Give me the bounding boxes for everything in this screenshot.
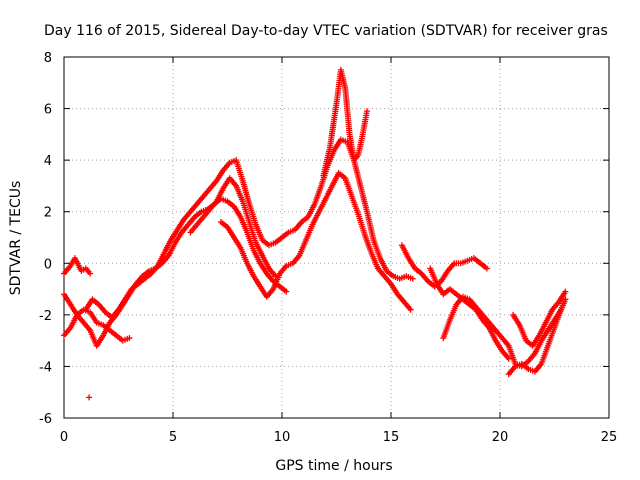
x-axis-title: GPS time / hours — [275, 458, 392, 474]
data-points — [61, 66, 569, 401]
data-point — [364, 108, 371, 115]
x-tick-label: 0 — [60, 430, 68, 445]
y-axis-title: SDTVAR / TECUs — [8, 181, 24, 296]
data-point — [126, 335, 133, 342]
data-point — [483, 265, 490, 272]
y-tick-label: 0 — [44, 257, 52, 272]
data-point — [562, 288, 569, 295]
x-tick-label: 20 — [492, 430, 509, 445]
data-point — [409, 275, 416, 282]
x-tick-label: 15 — [383, 430, 400, 445]
data-point — [505, 355, 512, 362]
x-tick-label: 10 — [274, 430, 291, 445]
y-tick-label: 6 — [44, 103, 52, 118]
axis-ticks: 0 5 10 15 20 25 -6 -4 -2 0 2 4 6 8 — [39, 51, 617, 445]
chart-title: Day 116 of 2015, Sidereal Day-to-day VTE… — [44, 23, 608, 39]
data-point — [86, 394, 93, 401]
y-tick-label: 8 — [44, 51, 52, 66]
y-tick-label: 4 — [44, 154, 52, 169]
y-tick-label: 2 — [44, 206, 52, 221]
y-tick-label: -2 — [39, 309, 52, 324]
data-point — [283, 288, 290, 295]
x-tick-label: 5 — [169, 430, 177, 445]
x-tick-label: 25 — [601, 430, 618, 445]
plot-frame — [63, 56, 610, 419]
y-tick-label: -6 — [39, 412, 52, 427]
data-point — [407, 306, 414, 313]
y-tick-label: -4 — [39, 360, 52, 375]
data-point — [87, 270, 94, 277]
data-point — [562, 296, 569, 303]
